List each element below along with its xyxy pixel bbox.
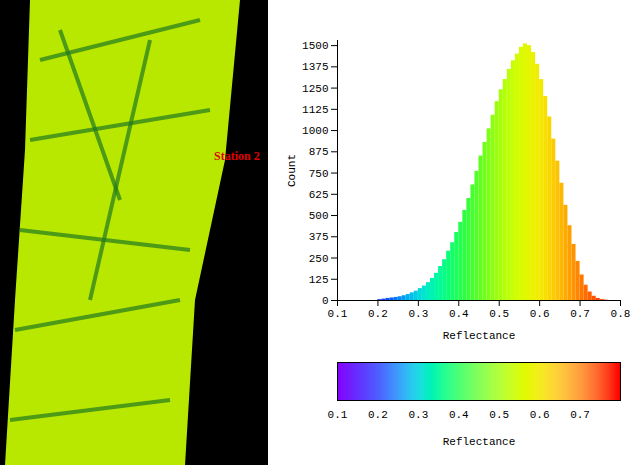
- svg-text:0.3: 0.3: [408, 308, 428, 320]
- svg-text:250: 250: [309, 253, 329, 265]
- svg-text:0.5: 0.5: [489, 409, 509, 421]
- svg-text:0.6: 0.6: [530, 409, 550, 421]
- svg-text:0.2: 0.2: [368, 308, 388, 320]
- svg-text:0.4: 0.4: [449, 308, 469, 320]
- svg-text:625: 625: [309, 189, 329, 201]
- svg-text:0.8: 0.8: [611, 308, 631, 320]
- svg-text:0.6: 0.6: [530, 308, 550, 320]
- svg-text:1000: 1000: [302, 125, 328, 137]
- svg-text:1125: 1125: [302, 104, 328, 116]
- svg-text:0.7: 0.7: [570, 409, 590, 421]
- svg-text:0.3: 0.3: [408, 409, 428, 421]
- svg-text:0.7: 0.7: [570, 308, 590, 320]
- svg-text:875: 875: [309, 146, 329, 158]
- svg-text:Reflectance: Reflectance: [443, 436, 516, 448]
- svg-text:375: 375: [309, 231, 329, 243]
- svg-text:0.2: 0.2: [368, 409, 388, 421]
- svg-text:125: 125: [309, 274, 329, 286]
- svg-text:1250: 1250: [302, 83, 328, 95]
- svg-text:Station 2: Station 2: [214, 149, 260, 163]
- svg-text:0: 0: [322, 295, 329, 307]
- svg-text:1375: 1375: [302, 61, 328, 73]
- svg-text:0.5: 0.5: [489, 308, 509, 320]
- svg-text:750: 750: [309, 168, 329, 180]
- svg-text:0.4: 0.4: [449, 409, 469, 421]
- svg-text:Count: Count: [286, 154, 298, 187]
- svg-text:500: 500: [309, 210, 329, 222]
- svg-text:0.1: 0.1: [328, 409, 348, 421]
- svg-text:Reflectance: Reflectance: [443, 330, 516, 342]
- svg-text:0.1: 0.1: [328, 308, 348, 320]
- svg-text:1500: 1500: [302, 40, 328, 52]
